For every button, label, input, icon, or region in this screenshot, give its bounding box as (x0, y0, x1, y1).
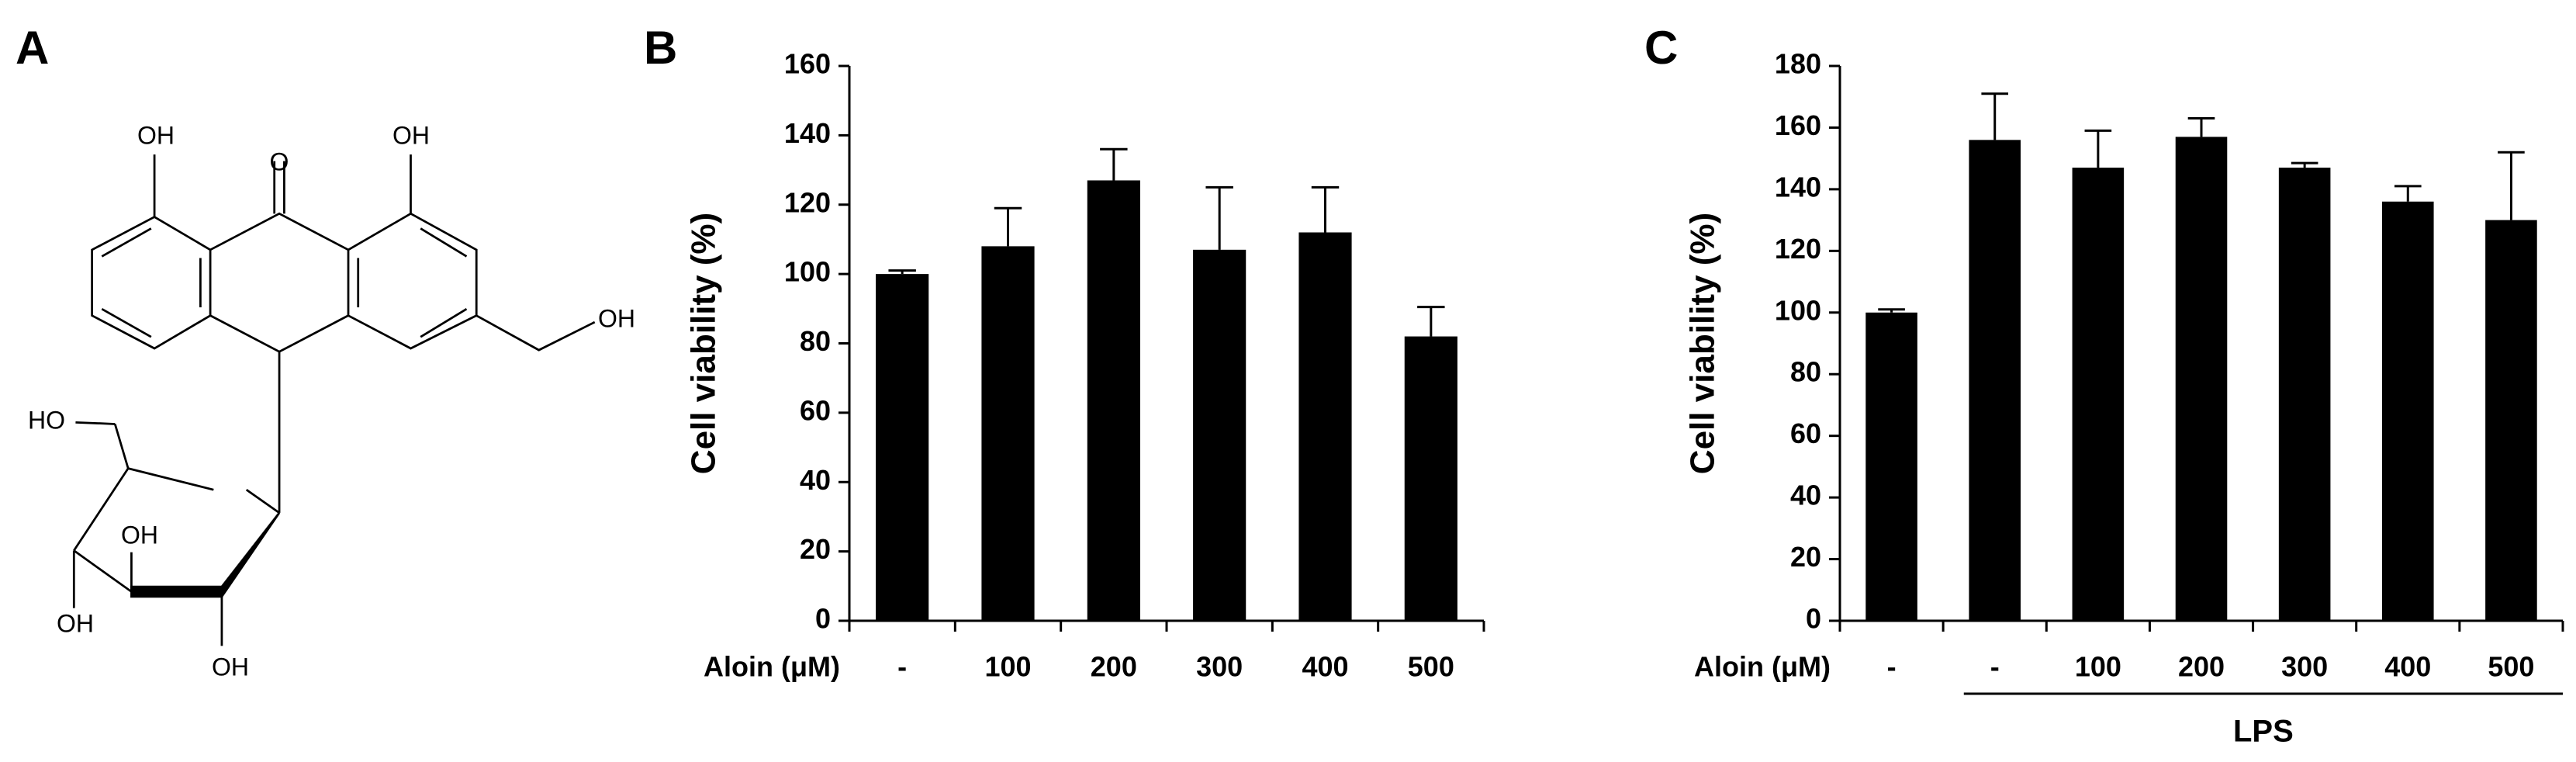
group-label: LPS (2233, 715, 2294, 749)
atom-label: OH (598, 304, 635, 332)
bar (876, 274, 929, 621)
y-tick-label: 0 (815, 603, 831, 635)
bar (2382, 201, 2434, 621)
x-axis-title: Aloin (μM) (704, 651, 840, 683)
x-tick-label: 300 (1196, 651, 1243, 683)
y-tick-label: 100 (1775, 294, 1821, 326)
x-axis-title: Aloin (μM) (1694, 651, 1831, 683)
x-tick-label: 200 (1091, 651, 1137, 683)
x-tick-label: 100 (2075, 651, 2121, 683)
atom-label: OH (57, 609, 94, 637)
y-tick-label: 120 (1775, 233, 1821, 265)
atom-label: O (270, 147, 289, 175)
y-tick-label: 160 (784, 48, 831, 80)
bar (2175, 137, 2228, 622)
x-tick-label: - (1887, 651, 1897, 683)
y-tick-label: 100 (784, 256, 831, 288)
bar (2072, 168, 2125, 622)
bar (981, 246, 1035, 621)
y-tick-label: 80 (800, 325, 831, 357)
bar (1865, 312, 1917, 621)
atom-label: HO (28, 406, 65, 434)
bar (1087, 180, 1140, 621)
bar (1404, 336, 1457, 621)
y-tick-label: 140 (784, 117, 831, 149)
panel-label: B (644, 22, 677, 74)
y-tick-label: 40 (800, 464, 831, 496)
y-axis-title: Cell viability (%) (685, 213, 723, 474)
atom-label: OH (212, 653, 249, 681)
y-tick-label: 20 (800, 533, 831, 565)
x-tick-label: 100 (984, 651, 1031, 683)
x-tick-label: - (1990, 651, 2000, 683)
x-tick-label: 300 (2281, 651, 2328, 683)
bar (1193, 249, 1247, 621)
x-tick-label: 400 (1302, 651, 1348, 683)
atom-label: OH (121, 521, 158, 549)
panel-label: A (16, 22, 49, 74)
y-tick-label: 20 (1790, 541, 1821, 573)
y-tick-label: 40 (1790, 480, 1821, 511)
y-tick-label: 180 (1775, 48, 1821, 80)
panel-label: C (1644, 22, 1678, 74)
y-tick-label: 140 (1775, 171, 1821, 203)
x-tick-label: 500 (2488, 651, 2534, 683)
y-axis-title: Cell viability (%) (1684, 213, 1722, 474)
bar (2485, 220, 2537, 622)
y-tick-label: 60 (1790, 417, 1821, 449)
bar (2278, 168, 2331, 622)
x-tick-label: 200 (2178, 651, 2225, 683)
y-tick-label: 120 (784, 186, 831, 218)
structure-drawing (72, 154, 596, 646)
atom-label: OH (392, 121, 430, 149)
bar (1969, 140, 2021, 622)
y-tick-label: 160 (1775, 109, 1821, 141)
y-tick-label: 80 (1790, 356, 1821, 388)
y-tick-label: 0 (1806, 603, 1821, 635)
x-tick-label: 500 (1408, 651, 1454, 683)
x-tick-label: - (897, 651, 907, 683)
bar (1298, 232, 1352, 621)
y-tick-label: 60 (800, 394, 831, 426)
x-tick-label: 400 (2384, 651, 2431, 683)
atom-label: OH (137, 121, 175, 149)
